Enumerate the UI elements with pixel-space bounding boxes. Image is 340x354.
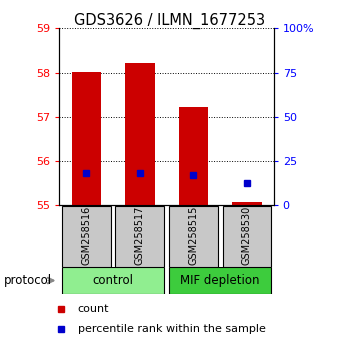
Text: control: control [92, 274, 134, 287]
Bar [178, 107, 208, 205]
Text: percentile rank within the sample: percentile rank within the sample [78, 324, 266, 334]
Text: GSM258517: GSM258517 [135, 205, 145, 265]
Text: GSM258515: GSM258515 [188, 205, 198, 265]
Text: protocol: protocol [3, 274, 52, 287]
Bar [116, 206, 164, 267]
Bar [169, 267, 271, 294]
Bar [223, 206, 271, 267]
Text: GSM258516: GSM258516 [81, 205, 91, 265]
Text: count: count [78, 304, 109, 314]
Bar [232, 202, 262, 205]
Text: GSM258530: GSM258530 [242, 205, 252, 265]
Text: MIF depletion: MIF depletion [181, 274, 260, 287]
Bar [71, 72, 101, 205]
Bar [62, 267, 164, 294]
Bar [62, 206, 110, 267]
Bar [125, 63, 155, 205]
Text: GDS3626 / ILMN_1677253: GDS3626 / ILMN_1677253 [74, 12, 266, 29]
Bar [169, 206, 218, 267]
